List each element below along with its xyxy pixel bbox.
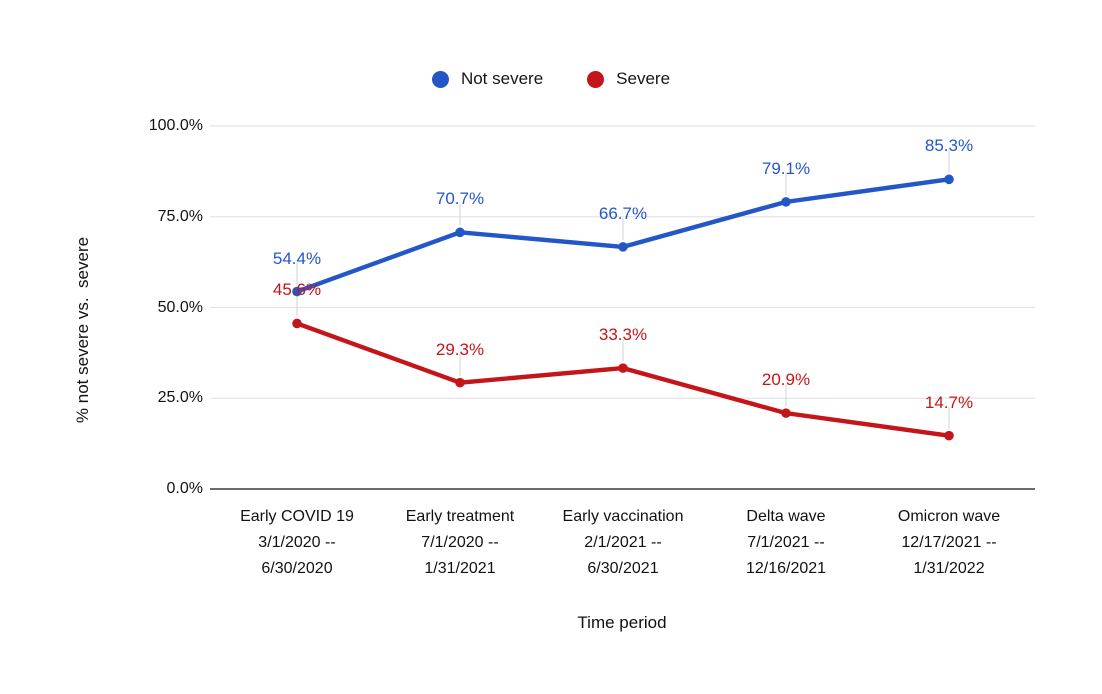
data-point-label: 20.9% xyxy=(761,370,811,390)
data-point-label: 54.4% xyxy=(272,248,322,268)
data-point xyxy=(781,197,791,207)
y-axis-title: % not severe vs. severe xyxy=(73,236,92,424)
legend-label: Not severe xyxy=(460,69,544,88)
data-point xyxy=(618,242,628,252)
legend-item-not-severe: Not severe xyxy=(431,69,544,89)
data-point-label: 14.7% xyxy=(924,392,974,412)
data-point xyxy=(944,174,954,185)
y-tick-label: 25.0% xyxy=(157,389,203,407)
x-tick-label: Early vaccination 2/1/2021 -- 6/30/2021 xyxy=(562,508,684,577)
data-point xyxy=(781,408,791,418)
data-point-label: 70.7% xyxy=(435,189,485,209)
y-tick-label: 100.0% xyxy=(148,117,203,134)
y-tick-label: 0.0% xyxy=(166,480,203,497)
legend-dot-icon xyxy=(587,70,605,88)
y-tick-label: 75.0% xyxy=(157,207,203,225)
legend-dot-icon xyxy=(431,70,449,88)
data-point-label: 33.3% xyxy=(598,325,648,345)
chart-legend: Not severe Severe xyxy=(0,64,1102,94)
legend-label: Severe xyxy=(616,69,671,88)
x-tick-label: Early treatment 7/1/2020 -- 1/31/2021 xyxy=(405,508,515,577)
data-point xyxy=(292,318,302,329)
data-point-label: 45.6% xyxy=(272,280,322,300)
x-tick-label: Omicron wave 12/17/2021 -- 1/31/2022 xyxy=(897,508,1001,577)
data-point-label: 66.7% xyxy=(598,203,648,223)
data-point xyxy=(455,377,465,388)
y-tick-label: 50.0% xyxy=(157,298,203,316)
data-point-label: 79.1% xyxy=(761,158,811,178)
data-point-label: 85.3% xyxy=(924,136,974,156)
x-tick-label: Delta wave 7/1/2021 -- 12/16/2021 xyxy=(745,508,827,577)
legend-item-severe: Severe xyxy=(587,69,670,89)
data-point xyxy=(944,430,954,441)
x-axis-title: Time period xyxy=(577,613,667,632)
data-point-label: 29.3% xyxy=(435,339,485,359)
data-point xyxy=(618,363,628,373)
data-point xyxy=(292,286,302,297)
data-point xyxy=(455,227,465,238)
x-tick-label: Early COVID 19 3/1/2020 -- 6/30/2020 xyxy=(240,508,354,577)
